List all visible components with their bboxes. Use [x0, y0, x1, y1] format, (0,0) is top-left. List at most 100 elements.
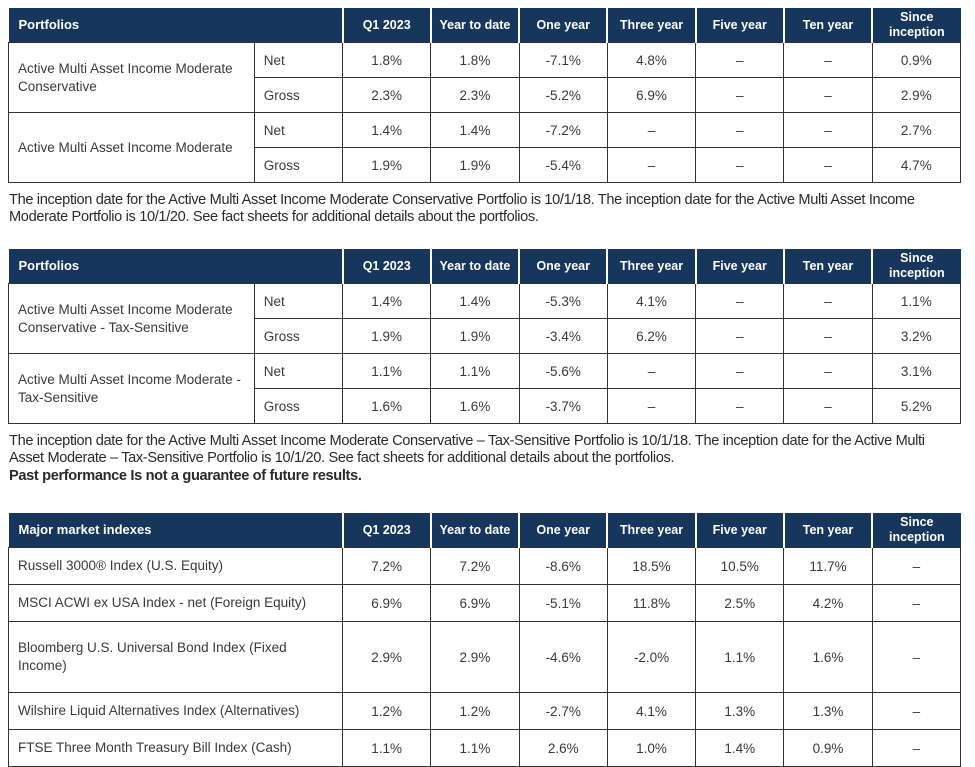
return-type-cell: Net: [253, 283, 344, 319]
table-header-row: Portfolios Q1 2023 Year to date One year…: [8, 249, 961, 284]
value-cell: 4.2%: [783, 584, 873, 622]
return-type-cell: Gross: [253, 77, 344, 113]
value-cell: 4.8%: [606, 42, 697, 78]
col-header-one-year: One year: [518, 513, 608, 548]
value-cell: –: [871, 547, 962, 585]
value-cell: -3.7%: [518, 388, 608, 424]
value-cell: 1.2%: [430, 692, 520, 730]
value-cell: 2.3%: [342, 77, 432, 113]
value-cell: 1.3%: [695, 692, 785, 730]
col-header-three-year: Three year: [606, 513, 696, 548]
index-name-cell: Russell 3000® Index (U.S. Equity): [7, 547, 344, 585]
table1-footnote: The inception date for the Active Multi …: [9, 192, 915, 225]
col-header-since-inception: Since inception: [871, 8, 961, 43]
value-cell: 1.4%: [695, 729, 785, 767]
value-cell: 1.0%: [606, 729, 697, 767]
value-cell: 1.6%: [783, 621, 873, 693]
value-cell: –: [695, 77, 785, 113]
value-cell: -8.6%: [518, 547, 608, 585]
value-cell: 1.1%: [430, 353, 520, 389]
portfolio-performance-table: Portfolios Q1 2023 Year to date One year…: [8, 8, 962, 183]
value-cell: -4.6%: [518, 621, 608, 693]
table-row: Bloomberg U.S. Universal Bond Index (Fix…: [7, 621, 962, 693]
value-cell: 7.2%: [430, 547, 520, 585]
value-cell: -7.2%: [518, 112, 608, 148]
value-cell: -5.2%: [518, 77, 608, 113]
value-cell: –: [695, 283, 785, 319]
value-cell: 1.4%: [342, 283, 432, 319]
value-cell: -5.3%: [518, 283, 608, 319]
col-header-ten-year: Ten year: [782, 513, 873, 548]
table2-footnote: The inception date for the Active Multi …: [9, 433, 925, 466]
value-cell: –: [783, 353, 873, 389]
value-cell: 1.3%: [783, 692, 873, 730]
value-cell: –: [695, 388, 785, 424]
value-cell: –: [871, 729, 962, 767]
table-row: Active Multi Asset Income Moderate Net 1…: [8, 112, 962, 183]
value-cell: –: [695, 353, 785, 389]
past-performance-disclaimer: Past performance Is not a guarantee of f…: [9, 468, 362, 484]
value-cell: 1.1%: [430, 729, 520, 767]
value-cell: –: [871, 621, 962, 693]
return-type-cell: Gross: [253, 318, 344, 354]
table-row: Gross 1.6% 1.6% -3.7% – – – 5.2%: [9, 388, 962, 424]
return-type-cell: Gross: [253, 147, 344, 183]
value-cell: 11.8%: [606, 584, 697, 622]
portfolio-name-cell: Active Multi Asset Income Moderate - Tax…: [8, 353, 255, 424]
return-type-cell: Net: [253, 112, 344, 148]
value-cell: 2.7%: [871, 112, 962, 148]
value-cell: 0.9%: [871, 42, 962, 78]
table-row: Russell 3000® Index (U.S. Equity) 7.2% 7…: [7, 547, 962, 585]
index-name-cell: FTSE Three Month Treasury Bill Index (Ca…: [7, 729, 344, 767]
value-cell: 2.6%: [518, 729, 608, 767]
value-cell: 1.9%: [342, 318, 432, 354]
col-header-one-year: One year: [518, 249, 608, 284]
table2-title: Portfolios: [8, 249, 343, 284]
value-cell: 1.9%: [342, 147, 432, 183]
table-header-row: Portfolios Q1 2023 Year to date One year…: [8, 8, 961, 43]
return-type-cell: Net: [253, 42, 344, 78]
col-header-q1-2023: Q1 2023: [341, 249, 431, 284]
value-cell: 2.5%: [695, 584, 785, 622]
col-header-five-year: Five year: [694, 8, 784, 43]
portfolio-name-cell: Active Multi Asset Income Moderate Conse…: [8, 42, 255, 113]
value-cell: –: [783, 42, 873, 78]
value-cell: -5.4%: [518, 147, 608, 183]
value-cell: 1.4%: [342, 112, 432, 148]
value-cell: 1.6%: [342, 388, 432, 424]
table-row: Active Multi Asset Income Moderate Conse…: [8, 283, 962, 354]
value-cell: -3.4%: [518, 318, 608, 354]
table1-title: Portfolios: [8, 8, 343, 43]
value-cell: 6.9%: [430, 584, 520, 622]
table-row: Active Multi Asset Income Moderate - Tax…: [8, 353, 962, 424]
index-name-cell: MSCI ACWI ex USA Index - net (Foreign Eq…: [7, 584, 344, 622]
value-cell: 1.9%: [430, 318, 520, 354]
col-header-three-year: Three year: [606, 8, 696, 43]
value-cell: 1.2%: [342, 692, 432, 730]
value-cell: –: [606, 112, 697, 148]
index-name-cell: Wilshire Liquid Alternatives Index (Alte…: [7, 692, 344, 730]
col-header-year-to-date: Year to date: [429, 8, 520, 43]
col-header-one-year: One year: [518, 8, 608, 43]
value-cell: -2.7%: [518, 692, 608, 730]
value-cell: –: [695, 112, 785, 148]
return-type-cell: Net: [253, 353, 344, 389]
value-cell: 6.9%: [342, 584, 432, 622]
value-cell: -7.1%: [518, 42, 608, 78]
market-indexes-table: Major market indexes Q1 2023 Year to dat…: [7, 513, 962, 767]
col-header-since-inception: Since inception: [871, 513, 961, 548]
value-cell: 3.2%: [871, 318, 962, 354]
value-cell: –: [783, 283, 873, 319]
col-header-five-year: Five year: [694, 513, 784, 548]
value-cell: –: [783, 388, 873, 424]
value-cell: 18.5%: [606, 547, 697, 585]
value-cell: 10.5%: [695, 547, 785, 585]
col-header-since-inception: Since inception: [871, 249, 961, 284]
value-cell: -2.0%: [606, 621, 697, 693]
value-cell: –: [695, 42, 785, 78]
return-type-cell: Gross: [253, 388, 344, 424]
value-cell: 2.9%: [871, 77, 962, 113]
value-cell: 2.3%: [430, 77, 520, 113]
value-cell: 5.2%: [871, 388, 962, 424]
